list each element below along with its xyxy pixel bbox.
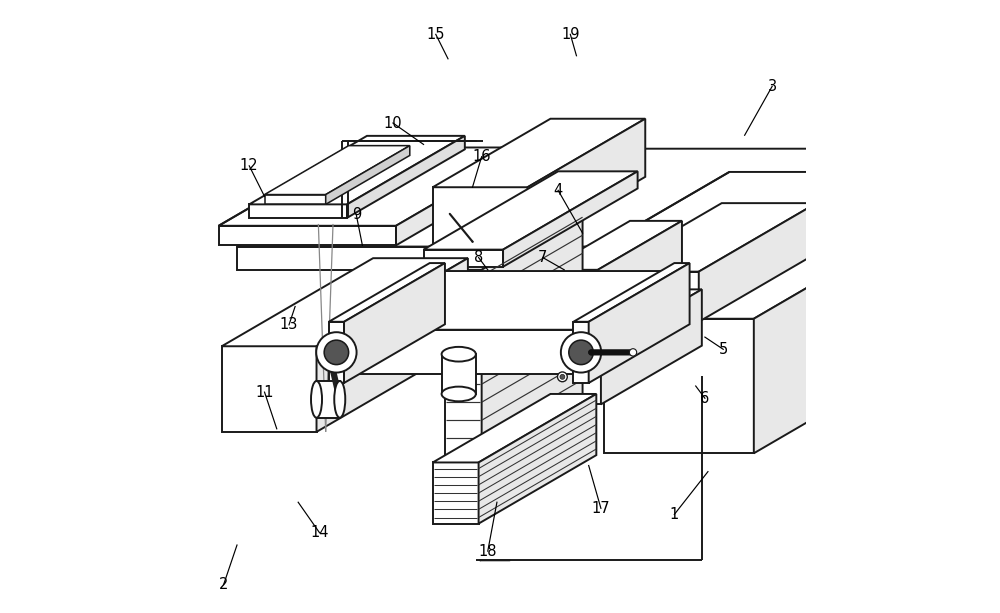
Polygon shape <box>604 272 699 322</box>
Text: 1: 1 <box>670 507 679 522</box>
Polygon shape <box>424 249 503 267</box>
Polygon shape <box>344 330 573 374</box>
Polygon shape <box>503 172 638 267</box>
Polygon shape <box>249 204 347 218</box>
Polygon shape <box>219 226 396 245</box>
Text: 16: 16 <box>472 149 491 164</box>
Polygon shape <box>396 148 531 245</box>
Polygon shape <box>604 211 939 319</box>
Ellipse shape <box>442 387 476 402</box>
Polygon shape <box>237 149 901 246</box>
Polygon shape <box>219 148 531 226</box>
Circle shape <box>569 340 593 365</box>
Polygon shape <box>573 263 690 322</box>
Ellipse shape <box>311 381 322 417</box>
Circle shape <box>629 349 637 356</box>
Polygon shape <box>589 263 690 383</box>
Text: 8: 8 <box>474 250 483 265</box>
Polygon shape <box>424 172 638 249</box>
Text: 11: 11 <box>255 384 274 400</box>
Polygon shape <box>598 221 682 316</box>
Circle shape <box>316 332 357 373</box>
Text: 10: 10 <box>384 115 402 131</box>
Polygon shape <box>317 381 340 417</box>
Text: 3: 3 <box>768 79 777 94</box>
Polygon shape <box>265 194 326 204</box>
Polygon shape <box>754 211 939 453</box>
Polygon shape <box>433 462 479 524</box>
Polygon shape <box>344 263 445 383</box>
Text: 19: 19 <box>561 27 580 42</box>
Ellipse shape <box>334 381 345 417</box>
Polygon shape <box>561 348 601 405</box>
Polygon shape <box>604 203 817 272</box>
Polygon shape <box>546 270 598 316</box>
Polygon shape <box>699 203 817 322</box>
Text: 15: 15 <box>427 27 445 42</box>
Polygon shape <box>769 172 937 294</box>
Text: 12: 12 <box>240 158 259 173</box>
Polygon shape <box>317 258 468 432</box>
Text: 9: 9 <box>352 207 361 223</box>
Text: 18: 18 <box>479 544 497 558</box>
Polygon shape <box>573 271 674 374</box>
Circle shape <box>324 340 349 365</box>
Ellipse shape <box>442 347 476 362</box>
Text: 6: 6 <box>700 390 710 406</box>
Polygon shape <box>445 270 482 462</box>
Polygon shape <box>222 258 468 346</box>
Text: 17: 17 <box>592 501 610 516</box>
Polygon shape <box>445 211 583 270</box>
Polygon shape <box>561 172 937 270</box>
Polygon shape <box>249 136 465 204</box>
Polygon shape <box>329 263 445 322</box>
Polygon shape <box>561 270 769 294</box>
Polygon shape <box>329 322 344 383</box>
Polygon shape <box>433 119 645 187</box>
Polygon shape <box>237 246 732 270</box>
Text: 14: 14 <box>310 525 329 540</box>
Text: 2: 2 <box>219 577 228 592</box>
Polygon shape <box>442 354 476 394</box>
Polygon shape <box>347 136 465 218</box>
Polygon shape <box>732 149 901 270</box>
Circle shape <box>560 375 565 379</box>
Circle shape <box>557 372 567 382</box>
Polygon shape <box>604 319 754 453</box>
Polygon shape <box>528 119 645 245</box>
Text: 7: 7 <box>538 250 548 265</box>
Text: 13: 13 <box>280 318 298 332</box>
Text: 4: 4 <box>553 183 563 198</box>
Polygon shape <box>344 271 674 330</box>
Polygon shape <box>326 146 410 204</box>
Polygon shape <box>433 394 596 462</box>
Polygon shape <box>546 221 682 270</box>
Polygon shape <box>479 394 596 524</box>
Polygon shape <box>601 289 702 405</box>
Polygon shape <box>433 187 528 245</box>
Polygon shape <box>561 289 702 348</box>
Polygon shape <box>265 146 410 194</box>
Polygon shape <box>482 211 583 462</box>
Text: 5: 5 <box>719 342 728 357</box>
Polygon shape <box>222 346 317 432</box>
Polygon shape <box>573 322 589 383</box>
Circle shape <box>561 332 601 373</box>
